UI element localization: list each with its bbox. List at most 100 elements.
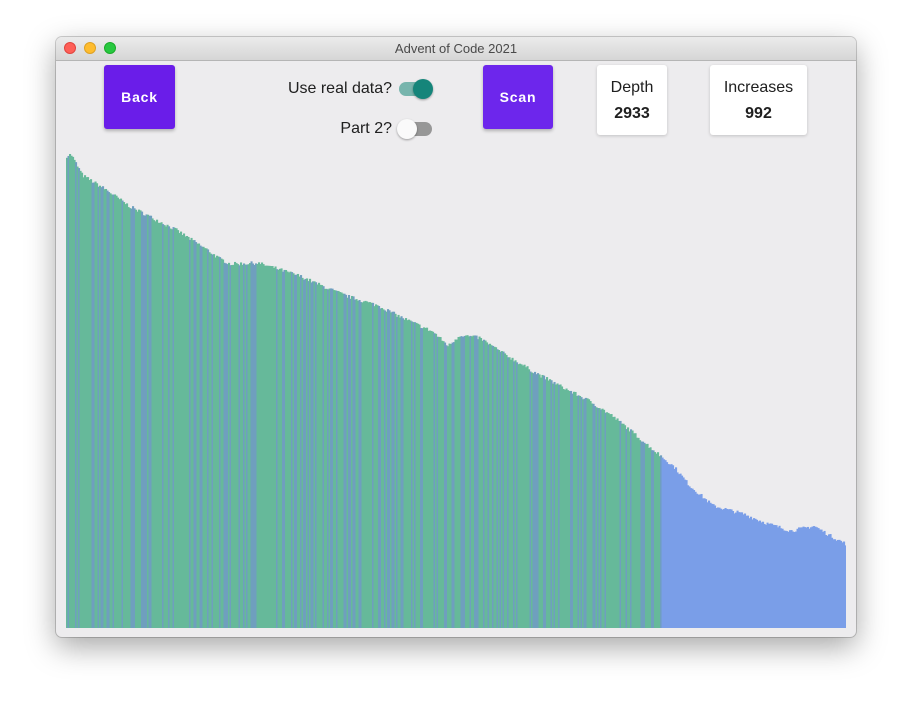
depth-bar <box>447 346 450 628</box>
depth-bar <box>798 527 801 628</box>
depth-bar <box>208 252 211 628</box>
depth-bar <box>462 336 465 628</box>
depth-bar <box>672 465 675 628</box>
depth-bar <box>675 467 678 628</box>
use-real-data-label: Use real data? <box>287 80 392 97</box>
depth-bar <box>144 215 147 628</box>
depth-bar <box>409 320 412 628</box>
depth-bar <box>724 507 727 628</box>
depth-bar <box>315 282 318 628</box>
depth-bar <box>814 526 817 628</box>
depth-bar <box>219 257 222 628</box>
depth-bar <box>75 162 78 628</box>
close-window-button[interactable] <box>64 42 76 54</box>
depth-bar <box>681 475 684 628</box>
depth-bar <box>223 262 226 628</box>
depth-bar <box>427 330 430 628</box>
depth-bar <box>669 464 672 628</box>
depth-bar <box>390 312 393 628</box>
depth-bar <box>520 364 523 628</box>
depth-bar <box>763 523 766 628</box>
depth-bar <box>570 390 573 628</box>
depth-bar <box>487 344 490 628</box>
depth-bar <box>465 335 468 628</box>
depth-value: 2933 <box>614 105 650 122</box>
depth-bar <box>813 526 816 628</box>
depth-bar <box>282 271 285 628</box>
depth-bar <box>379 308 382 628</box>
depth-bar <box>483 339 486 628</box>
depth-bar <box>142 215 145 628</box>
depth-bar <box>186 235 189 628</box>
depth-bar <box>645 444 648 628</box>
depth-bar <box>453 342 456 628</box>
depth-bar <box>285 269 288 628</box>
depth-bar <box>432 331 435 628</box>
part2-toggle[interactable] <box>397 117 433 141</box>
depth-bar <box>429 330 432 628</box>
depth-bar <box>690 488 693 628</box>
depth-bar <box>756 519 759 628</box>
depth-bar <box>808 528 811 628</box>
zoom-window-button[interactable] <box>104 42 116 54</box>
depth-bar <box>708 500 711 628</box>
depth-bar <box>472 335 475 628</box>
minimize-window-button[interactable] <box>84 42 96 54</box>
depth-bar <box>663 459 666 628</box>
title-bar[interactable]: Advent of Code 2021 <box>56 37 856 61</box>
depth-bar <box>828 534 831 628</box>
depth-bar <box>780 528 783 628</box>
depth-bar <box>237 264 240 628</box>
depth-bar <box>493 346 496 628</box>
depth-bar <box>568 390 571 628</box>
depth-bar <box>582 399 585 628</box>
depth-bar <box>193 240 196 628</box>
depth-bar <box>726 508 729 628</box>
depth-bar <box>819 529 822 628</box>
depth-bar <box>733 513 736 628</box>
depth-bar <box>364 300 367 628</box>
depth-bar <box>508 357 511 628</box>
depth-bar <box>712 504 715 628</box>
depth-bar <box>100 187 103 628</box>
depth-bar <box>736 510 739 628</box>
depth-bar <box>412 322 415 628</box>
depth-bar <box>609 414 612 628</box>
depth-bar <box>586 398 589 628</box>
depth-bar <box>550 380 553 628</box>
depth-bar <box>696 493 699 628</box>
depth-bar <box>553 381 556 628</box>
depth-bar <box>793 531 796 628</box>
depth-bar <box>292 273 295 628</box>
depth-bar <box>573 391 576 628</box>
depth-bar <box>328 288 331 628</box>
depth-bar <box>529 371 532 628</box>
depth-bar <box>178 233 181 628</box>
scan-button[interactable]: Scan <box>483 65 553 129</box>
depth-bar <box>492 345 495 628</box>
depth-bar <box>288 272 291 628</box>
depth-bar <box>381 308 384 628</box>
depth-bar <box>402 318 405 628</box>
depth-card: Depth 2933 <box>597 65 667 135</box>
depth-bar <box>805 527 808 628</box>
depth-bar <box>436 336 439 628</box>
depth-bar <box>304 278 307 628</box>
depth-bar <box>231 265 234 628</box>
depth-bar <box>700 493 703 628</box>
depth-bar <box>648 447 651 628</box>
depth-bar <box>504 353 507 628</box>
depth-bar <box>574 391 577 628</box>
depth-bar <box>631 430 634 628</box>
depth-bar <box>613 416 616 628</box>
depth-bar <box>489 343 492 628</box>
depth-bar <box>313 281 316 628</box>
depth-bar <box>592 403 595 628</box>
depth-bar <box>549 379 552 628</box>
depth-bar <box>501 351 504 628</box>
back-button[interactable]: Back <box>104 65 175 129</box>
depth-bar <box>93 182 96 628</box>
depth-bar <box>123 202 126 628</box>
use-real-data-toggle[interactable] <box>399 77 433 101</box>
depth-bar <box>139 210 142 628</box>
